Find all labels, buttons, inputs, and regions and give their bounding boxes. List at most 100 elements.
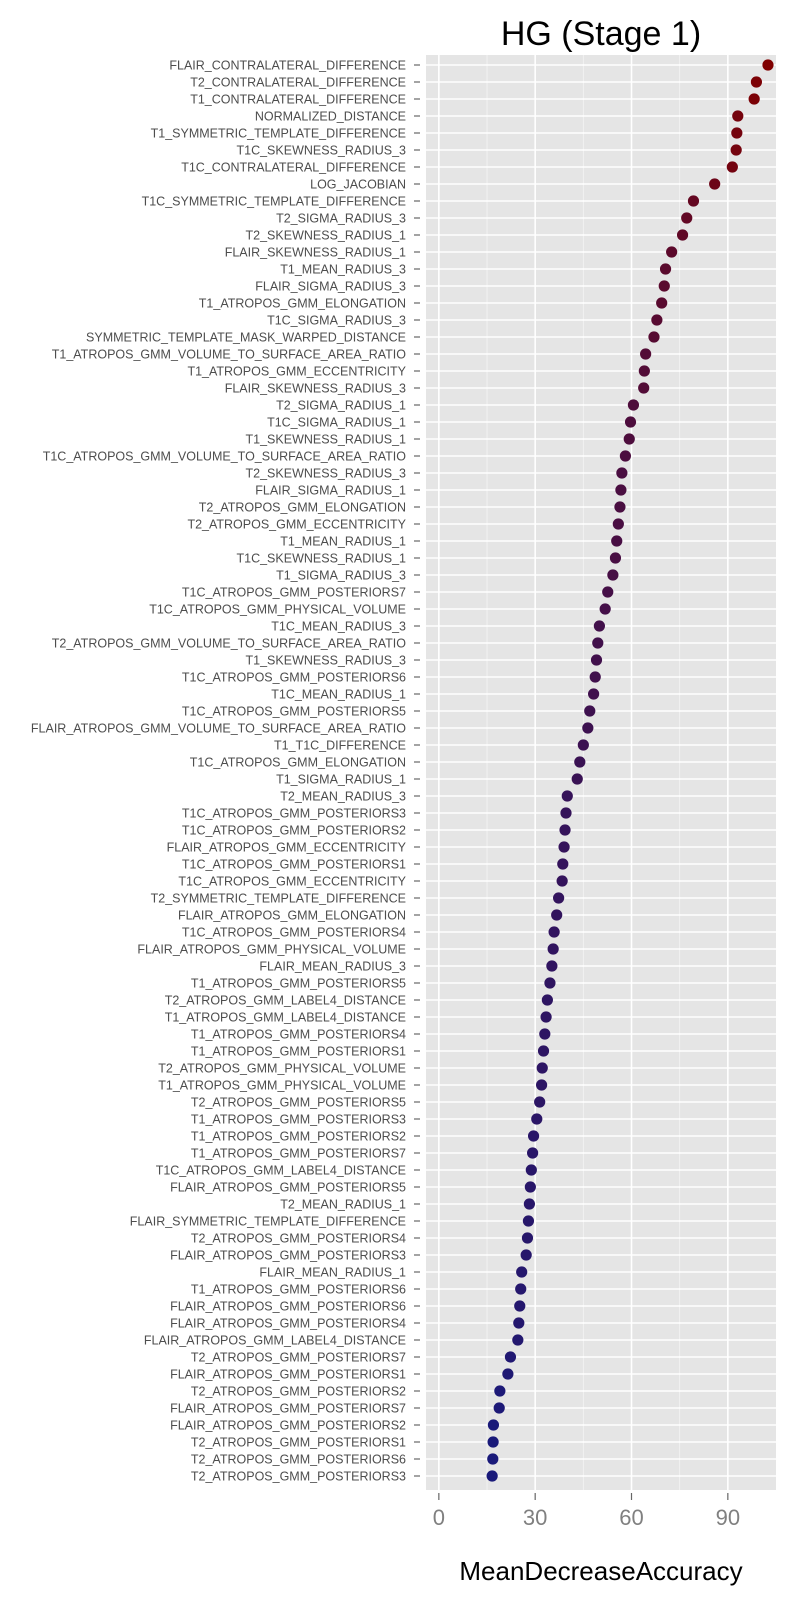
data-point	[521, 1232, 534, 1244]
y-tick-label: T2_SIGMA_RADIUS_1	[276, 398, 406, 412]
plot-panel	[426, 55, 776, 1490]
data-point	[525, 1164, 537, 1176]
data-point	[556, 875, 568, 887]
y-tick-label: T1C_MEAN_RADIUS_1	[271, 687, 406, 701]
y-tick-label: T1C_ATROPOS_GMM_POSTERIORS7	[182, 585, 406, 599]
data-point	[638, 382, 650, 394]
y-tick-label: FLAIR_ATROPOS_GMM_POSTERIORS7	[170, 1401, 406, 1415]
y-tick-label: FLAIR_ATROPOS_GMM_POSTERIORS2	[170, 1418, 406, 1432]
y-tick-label: FLAIR_ATROPOS_GMM_POSTERIORS4	[170, 1316, 406, 1330]
data-point	[541, 994, 553, 1006]
y-tick-label: T1_ATROPOS_GMM_POSTERIORS6	[191, 1282, 406, 1296]
y-tick-label: T2_SKEWNESS_RADIUS_1	[246, 228, 407, 242]
y-tick-label: T2_ATROPOS_GMM_PHYSICAL_VOLUME	[158, 1061, 406, 1075]
y-tick-label: FLAIR_SIGMA_RADIUS_3	[255, 279, 406, 293]
data-point	[487, 1419, 500, 1431]
y-tick-label: T1C_ATROPOS_GMM_POSTERIORS2	[182, 823, 406, 837]
y-tick-label: T1_ATROPOS_GMM_POSTERIORS4	[191, 1027, 406, 1041]
y-tick-label: T1C_SKEWNESS_RADIUS_3	[236, 143, 406, 157]
data-point	[589, 671, 601, 683]
data-point	[592, 637, 604, 649]
y-tick-label: T1C_ATROPOS_GMM_ELONGATION	[190, 755, 406, 769]
y-tick-label: T2_ATROPOS_GMM_ELONGATION	[199, 500, 406, 514]
data-point	[531, 1113, 543, 1125]
y-tick-label: FLAIR_ATROPOS_GMM_POSTERIORS6	[170, 1299, 406, 1313]
data-point	[561, 790, 573, 802]
y-tick-label: NORMALIZED_DISTANCE	[255, 109, 406, 123]
data-point	[656, 297, 668, 309]
x-tick-label: 0	[433, 1505, 445, 1530]
y-tick-label: FLAIR_ATROPOS_GMM_VOLUME_TO_SURFACE_AREA…	[31, 721, 406, 735]
y-tick-label: FLAIR_SIGMA_RADIUS_1	[255, 483, 406, 497]
y-tick-label: FLAIR_ATROPOS_GMM_ELONGATION	[178, 908, 406, 922]
x-tick-label: 30	[523, 1505, 547, 1530]
y-tick-label: FLAIR_MEAN_RADIUS_1	[259, 1265, 406, 1279]
data-point	[658, 280, 670, 292]
y-tick-label: T1C_ATROPOS_GMM_POSTERIORS1	[182, 857, 406, 871]
data-point	[574, 756, 586, 768]
y-tick-label: T1C_ATROPOS_GMM_POSTERIORS5	[182, 704, 406, 718]
y-tick-label: T1_T1C_DIFFERENCE	[274, 738, 406, 752]
y-tick-label: T2_MEAN_RADIUS_1	[280, 1197, 406, 1211]
data-point	[762, 59, 774, 71]
data-point	[590, 654, 603, 666]
y-tick-label: T1C_SKEWNESS_RADIUS_1	[236, 551, 406, 565]
data-point	[611, 535, 623, 547]
data-point	[559, 824, 571, 836]
y-tick-label: LOG_JACOBIAN	[310, 177, 406, 191]
y-tick-label: T1C_CONTRALATERAL_DIFFERENCE	[181, 160, 406, 174]
y-tick-label: T2_ATROPOS_GMM_POSTERIORS6	[191, 1452, 406, 1466]
y-tick-label: FLAIR_ATROPOS_GMM_PHYSICAL_VOLUME	[137, 942, 406, 956]
data-point	[638, 365, 650, 377]
data-point	[648, 331, 660, 343]
y-tick-label: T2_SKEWNESS_RADIUS_3	[246, 466, 407, 480]
y-tick-label: T2_ATROPOS_GMM_POSTERIORS3	[191, 1469, 406, 1483]
data-point	[726, 161, 738, 173]
y-tick-label: SYMMETRIC_TEMPLATE_MASK_WARPED_DISTANCE	[86, 330, 406, 344]
x-axis-title: MeanDecreaseAccuracy	[459, 1556, 742, 1586]
data-point	[546, 960, 558, 972]
data-point	[514, 1300, 526, 1312]
y-tick-label: T2_ATROPOS_GMM_ECCENTRICITY	[187, 517, 406, 531]
data-point	[537, 1045, 550, 1057]
data-point	[577, 739, 589, 751]
y-tick-label: T2_CONTRALATERAL_DIFFERENCE	[190, 75, 406, 89]
y-tick-label: T1C_ATROPOS_GMM_VOLUME_TO_SURFACE_AREA_R…	[43, 449, 407, 463]
data-point	[619, 450, 632, 462]
y-tick-label: FLAIR_ATROPOS_GMM_LABEL4_DISTANCE	[144, 1333, 406, 1347]
y-tick-label: T1_ATROPOS_GMM_ELONGATION	[199, 296, 406, 310]
y-tick-label: T1C_ATROPOS_GMM_PHYSICAL_VOLUME	[149, 602, 406, 616]
data-point	[709, 178, 721, 190]
data-point	[651, 314, 663, 326]
y-tick-label: T2_ATROPOS_GMM_POSTERIORS7	[191, 1350, 406, 1364]
data-point	[515, 1283, 527, 1295]
data-point	[534, 1096, 546, 1108]
data-point	[540, 1011, 552, 1023]
x-axis: 0 30 60 90	[433, 1493, 740, 1530]
y-tick-label: FLAIR_SKEWNESS_RADIUS_3	[225, 381, 406, 395]
data-point	[493, 1402, 505, 1414]
y-tick-label: T1_ATROPOS_GMM_ECCENTRICITY	[187, 364, 406, 378]
data-point	[599, 603, 611, 615]
y-tick-label: T1_SYMMETRIC_TEMPLATE_DIFFERENCE	[151, 126, 406, 140]
y-tick-label: FLAIR_ATROPOS_GMM_POSTERIORS3	[170, 1248, 406, 1262]
data-point	[676, 229, 689, 241]
y-tick-label: T2_ATROPOS_GMM_POSTERIORS1	[191, 1435, 406, 1449]
y-tick-label: T1C_SIGMA_RADIUS_1	[267, 415, 406, 429]
data-point	[513, 1317, 525, 1329]
y-tick-label: T1_ATROPOS_GMM_POSTERIORS1	[191, 1044, 406, 1058]
y-tick-label: FLAIR_SKEWNESS_RADIUS_1	[225, 245, 406, 259]
data-point	[487, 1453, 499, 1465]
data-point	[582, 722, 594, 734]
x-tick-label: 90	[716, 1505, 740, 1530]
data-point	[659, 263, 672, 275]
data-point	[548, 926, 560, 938]
y-tick-label: T1_SKEWNESS_RADIUS_1	[246, 432, 407, 446]
y-tick-label: T1_SKEWNESS_RADIUS_3	[246, 653, 407, 667]
y-axis: FLAIR_CONTRALATERAL_DIFFERENCE T2_CONTRAL…	[31, 58, 420, 1483]
y-tick-label: T1C_ATROPOS_GMM_POSTERIORS4	[182, 925, 406, 939]
data-point	[624, 416, 637, 428]
data-point	[551, 909, 563, 921]
data-point	[731, 127, 743, 139]
